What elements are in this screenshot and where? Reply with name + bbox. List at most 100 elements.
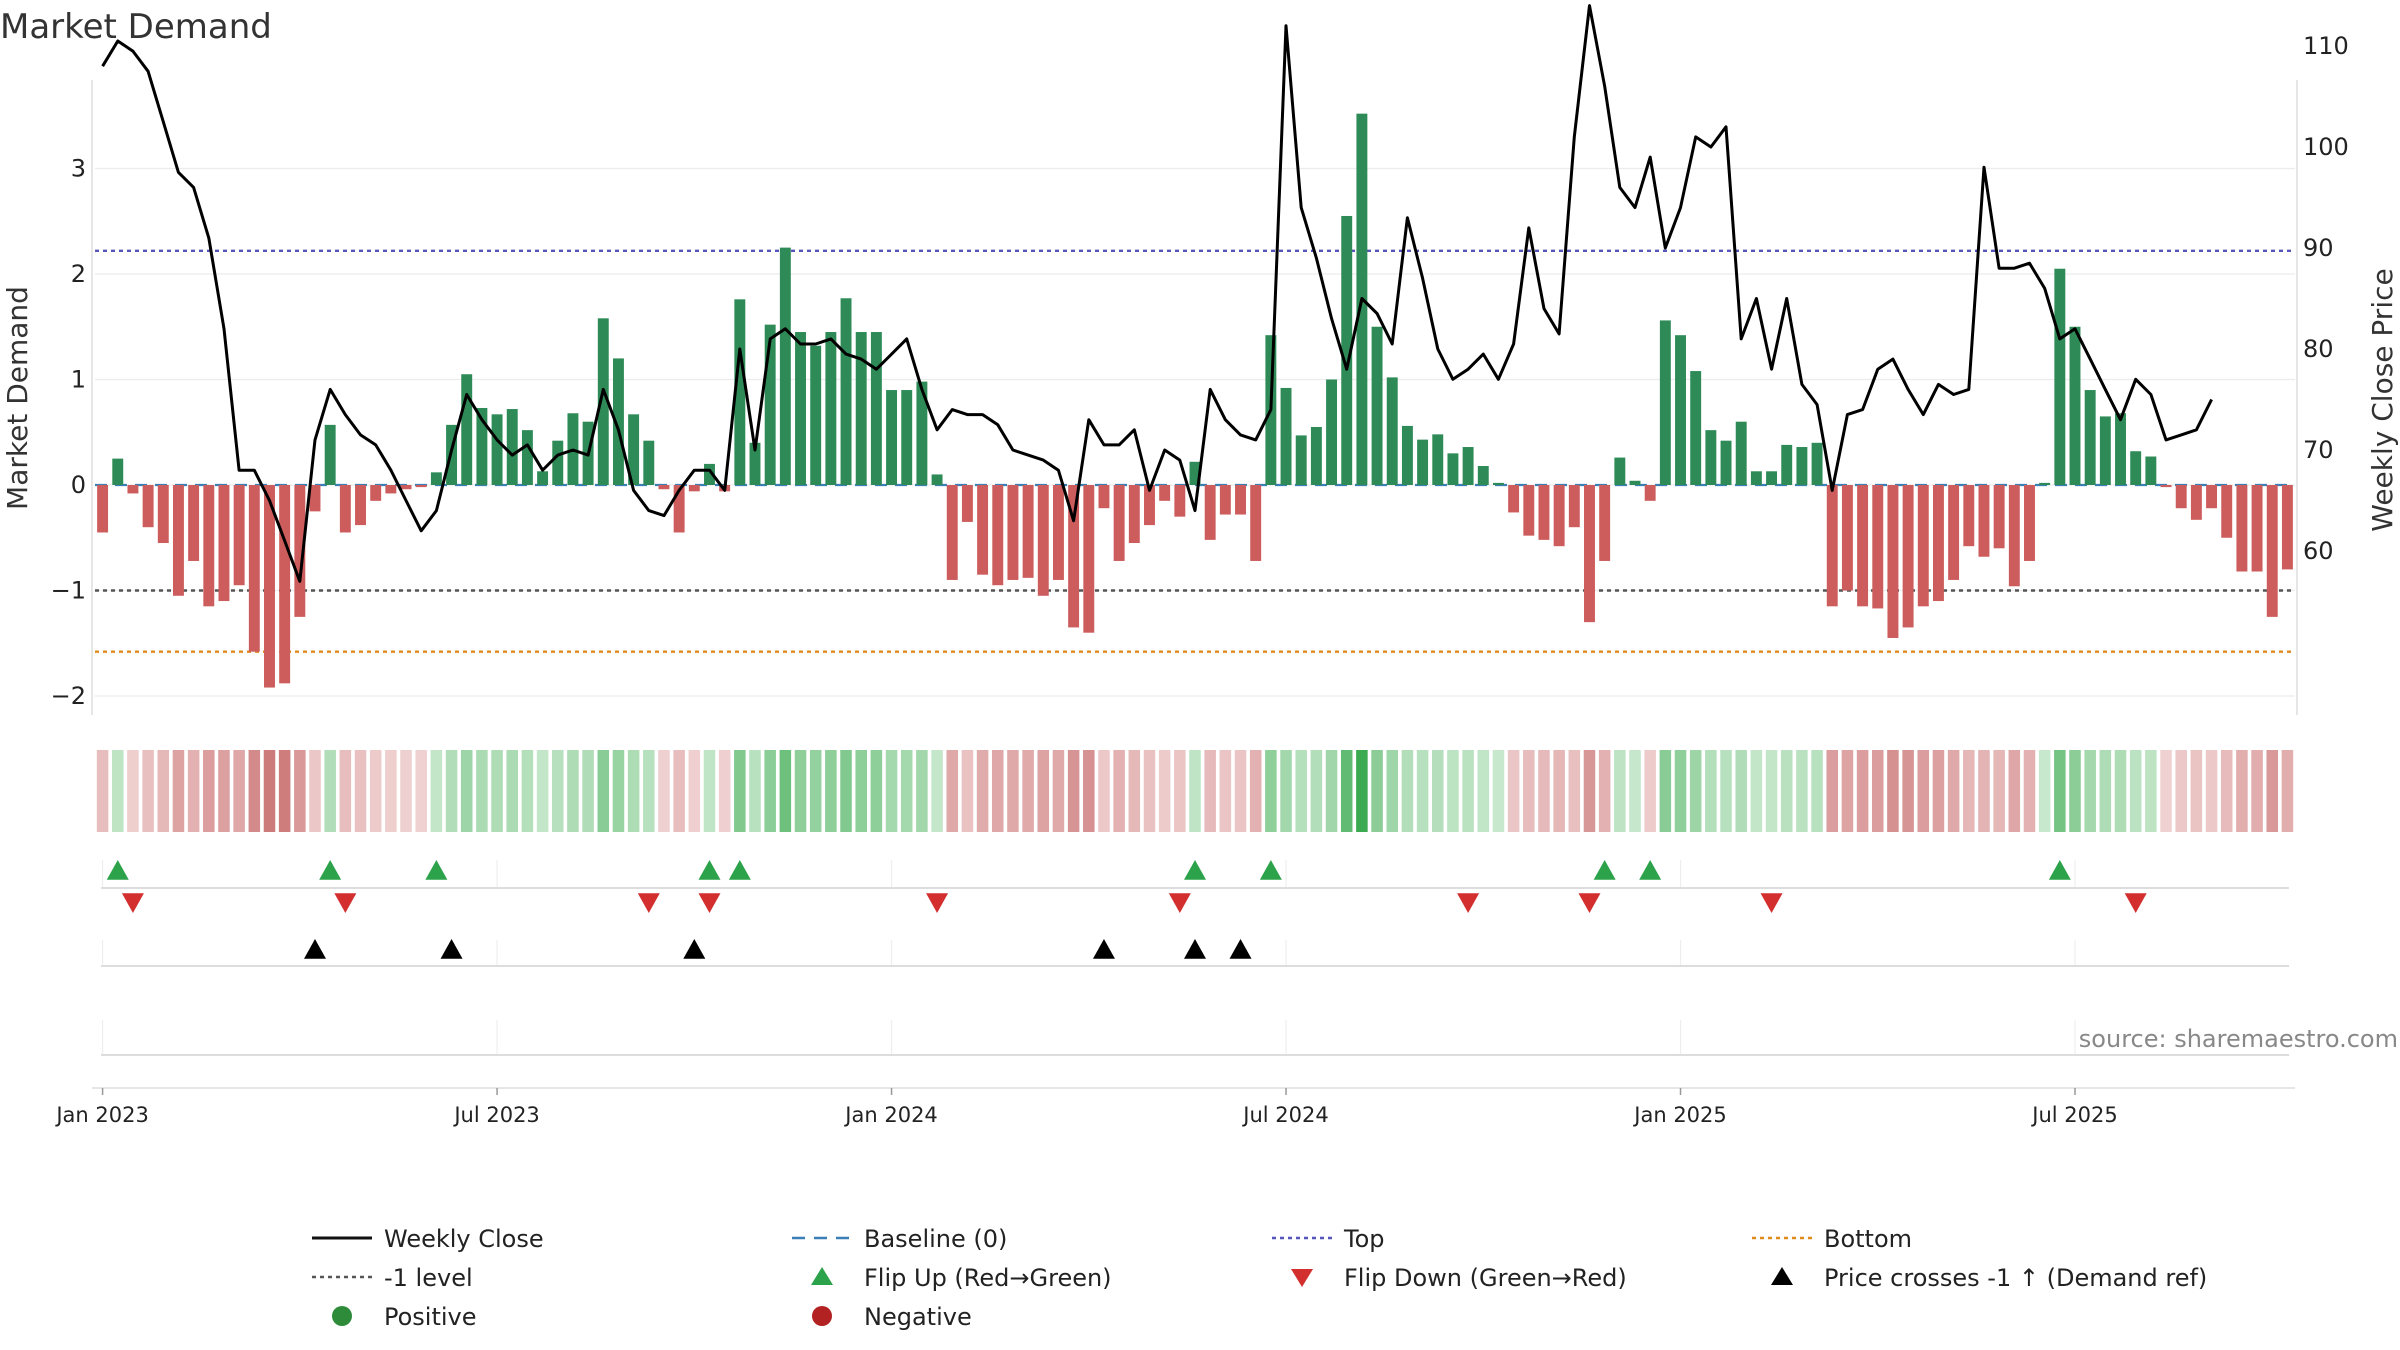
heat-cell — [809, 750, 822, 832]
heat-cell — [2099, 750, 2112, 832]
heat-cell — [1310, 750, 1323, 832]
flip-up-marker — [425, 860, 448, 880]
y-tick-label: 0 — [71, 471, 86, 499]
heat-cell — [1583, 750, 1596, 832]
legend-swatch — [812, 1306, 832, 1326]
heat-cell — [2008, 750, 2021, 832]
heat-cell — [1234, 750, 1247, 832]
heat-cell — [1386, 750, 1399, 832]
heat-cell — [1705, 750, 1717, 832]
heat-cell — [400, 750, 412, 832]
negative-bar — [1144, 485, 1155, 526]
positive-bar — [2130, 451, 2142, 485]
negative-bar — [339, 485, 351, 533]
heat-cell — [263, 750, 276, 832]
heat-cell — [2205, 750, 2218, 832]
negative-bar — [1872, 485, 1884, 609]
y-right-tick-label: 100 — [2303, 133, 2349, 161]
negative-bar — [1993, 485, 2005, 549]
positive-bar — [886, 390, 898, 485]
y-tick-label: 2 — [71, 260, 86, 288]
heat-cell — [2145, 750, 2157, 832]
flip-down-marker — [698, 893, 721, 913]
negative-bar — [1978, 485, 1990, 557]
negative-bar — [961, 485, 973, 522]
negative-bar — [385, 485, 397, 494]
legend-item: Bottom — [1752, 1225, 1912, 1253]
positive-bar — [1417, 439, 1429, 485]
positive-bar — [1811, 442, 1823, 485]
heat-cell — [294, 750, 306, 832]
x-tick-label: Jan 2023 — [54, 1103, 149, 1127]
heat-cell — [976, 750, 989, 832]
flip-up-marker — [698, 860, 721, 880]
positive-bar — [795, 332, 806, 485]
heat-cell — [1780, 750, 1793, 832]
heat-cell — [1189, 750, 1201, 832]
heat-cell — [2054, 750, 2066, 832]
negative-bar — [218, 485, 230, 602]
legend-item: Weekly Close — [312, 1225, 544, 1253]
price-cross-marker — [1092, 939, 1115, 959]
negative-bar — [279, 485, 291, 684]
demand-bars — [97, 113, 2293, 688]
heat-cell — [582, 750, 594, 832]
heat-cell — [187, 750, 200, 832]
source-credit: source: sharemaestro.com — [2079, 1025, 2398, 1053]
negative-bar — [1508, 485, 1520, 513]
heat-cell — [1416, 750, 1429, 832]
heat-cell — [1204, 750, 1216, 832]
heat-cell — [703, 750, 716, 832]
negative-bar — [1098, 485, 1110, 509]
heat-cell — [688, 750, 701, 832]
negative-bar — [2175, 485, 2187, 509]
heat-cell — [734, 750, 746, 832]
heat-cell — [536, 750, 549, 832]
heat-cell — [2190, 750, 2203, 832]
heat-cell — [1614, 750, 1626, 832]
heat-cell — [1113, 750, 1125, 832]
negative-bar — [2008, 485, 2020, 587]
negative-bar — [1007, 485, 1019, 580]
y-right-tick-label: 90 — [2303, 234, 2334, 262]
heat-cell — [324, 750, 336, 832]
negative-bar — [97, 485, 109, 533]
negative-bar — [1568, 485, 1580, 528]
legend-item: -1 level — [312, 1264, 473, 1292]
negative-bar — [1841, 485, 1853, 591]
positive-bar — [810, 345, 822, 485]
heat-cell — [1143, 750, 1156, 832]
positive-bar — [2039, 482, 2051, 485]
heat-cell — [855, 750, 867, 832]
price-cross-marker — [1184, 939, 1206, 959]
positive-bar — [1492, 482, 1504, 485]
heat-cell — [1356, 750, 1368, 832]
heat-cell — [1887, 750, 1899, 832]
heat-cell — [127, 750, 139, 832]
flip-down-marker — [334, 893, 357, 913]
heat-cell — [142, 750, 154, 832]
legend-label: Positive — [384, 1303, 477, 1331]
heat-cell — [248, 750, 261, 832]
negative-bar — [2281, 485, 2293, 570]
heat-cell — [779, 750, 792, 832]
negative-bar — [1826, 485, 1838, 607]
legend-label: Flip Up (Red→Green) — [864, 1264, 1112, 1292]
heat-cell — [946, 750, 959, 832]
heat-cell — [1735, 750, 1747, 832]
flip-down-marker — [1457, 893, 1480, 913]
heat-cell — [476, 750, 488, 832]
negative-bar — [2190, 485, 2202, 520]
positive-bar — [1675, 335, 1686, 485]
heat-cell — [2038, 750, 2051, 832]
positive-bar — [324, 424, 336, 485]
heat-cell — [2114, 750, 2127, 832]
negative-bar — [355, 485, 366, 526]
x-tick-label: Jul 2024 — [1241, 1103, 1328, 1127]
heat-cell — [1280, 750, 1292, 832]
negative-bar — [673, 485, 685, 533]
flip-down-marker — [1760, 893, 1783, 913]
heat-cell — [2160, 750, 2172, 832]
heat-cell — [309, 750, 321, 832]
